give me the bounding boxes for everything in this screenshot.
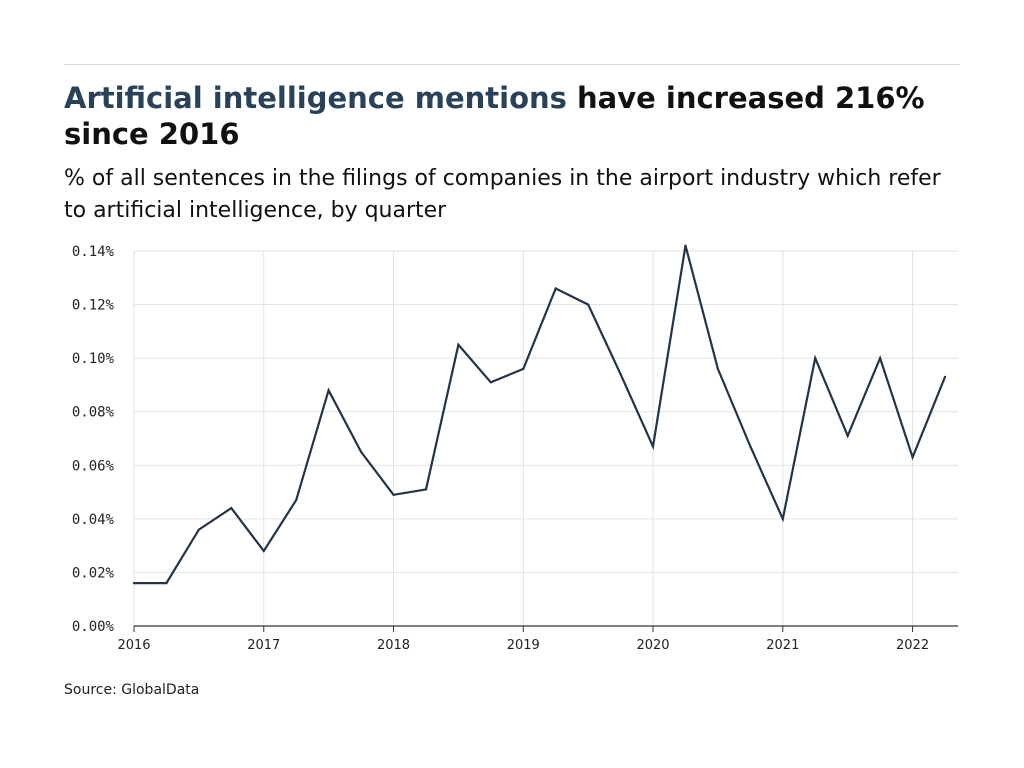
- y-tick-label: 0.10%: [72, 351, 115, 367]
- y-tick-label: 0.14%: [72, 244, 115, 260]
- data-point: [392, 493, 395, 496]
- data-point: [554, 287, 557, 290]
- chart-subtitle: % of all sentences in the filings of com…: [64, 166, 941, 223]
- chart-title-rest: have increased 216% since 2016: [64, 81, 925, 151]
- data-point: [911, 456, 914, 459]
- y-axis-ticks: 0.00% 0.02% 0.04% 0.06% 0.08% 0.10% 0.12% 0.14%: [72, 244, 115, 635]
- x-tick-label: 2021: [766, 638, 799, 653]
- data-point: [684, 244, 687, 247]
- data-point: [327, 389, 330, 392]
- data-point: [781, 517, 784, 520]
- y-tick-label: 0.02%: [72, 565, 115, 581]
- x-tick-label: 2019: [507, 638, 540, 653]
- chart-title-highlight: Artificial intelligence mentions: [64, 81, 567, 115]
- data-point: [489, 381, 492, 384]
- chart-title: Artificial intelligence mentions have in…: [64, 80, 944, 152]
- y-tick-label: 0.08%: [72, 405, 115, 421]
- data-point: [424, 488, 428, 491]
- data-point: [359, 450, 363, 453]
- x-tick-label: 2022: [896, 638, 929, 653]
- y-tick-label: 0.12%: [72, 298, 115, 314]
- data-point: [814, 357, 817, 360]
- data-point: [846, 434, 849, 437]
- data-point: [295, 499, 298, 502]
- y-tick-label: 0.04%: [72, 512, 115, 528]
- data-point: [716, 367, 720, 370]
- data-point: [197, 528, 200, 531]
- data-point: [587, 303, 590, 306]
- data-point: [879, 357, 882, 360]
- x-tick-label: 2017: [247, 638, 280, 653]
- y-gridlines: [134, 250, 958, 573]
- data-point: [943, 375, 947, 378]
- data-point: [651, 445, 655, 448]
- x-axis-ticks: 2016 2017 2018 2019 2020 2021 2022: [117, 638, 929, 653]
- y-tick-label: 0.06%: [72, 458, 115, 474]
- data-point: [230, 507, 233, 510]
- data-point: [132, 582, 136, 585]
- x-tick-label: 2020: [636, 638, 669, 653]
- data-point: [619, 373, 622, 376]
- source-note: Source: GlobalData: [64, 682, 200, 698]
- x-gridlines: [133, 251, 914, 632]
- series-layer: [132, 244, 947, 585]
- y-tick-label: 0.00%: [72, 619, 115, 635]
- x-tick-label: 2018: [377, 638, 410, 653]
- data-point: [262, 549, 265, 553]
- data-point: [522, 367, 525, 370]
- data-point: [749, 445, 752, 448]
- data-point: [165, 582, 168, 585]
- series-line: [134, 245, 947, 585]
- x-tick-label: 2016: [117, 638, 150, 653]
- data-point: [457, 343, 460, 346]
- top-divider: [64, 64, 960, 65]
